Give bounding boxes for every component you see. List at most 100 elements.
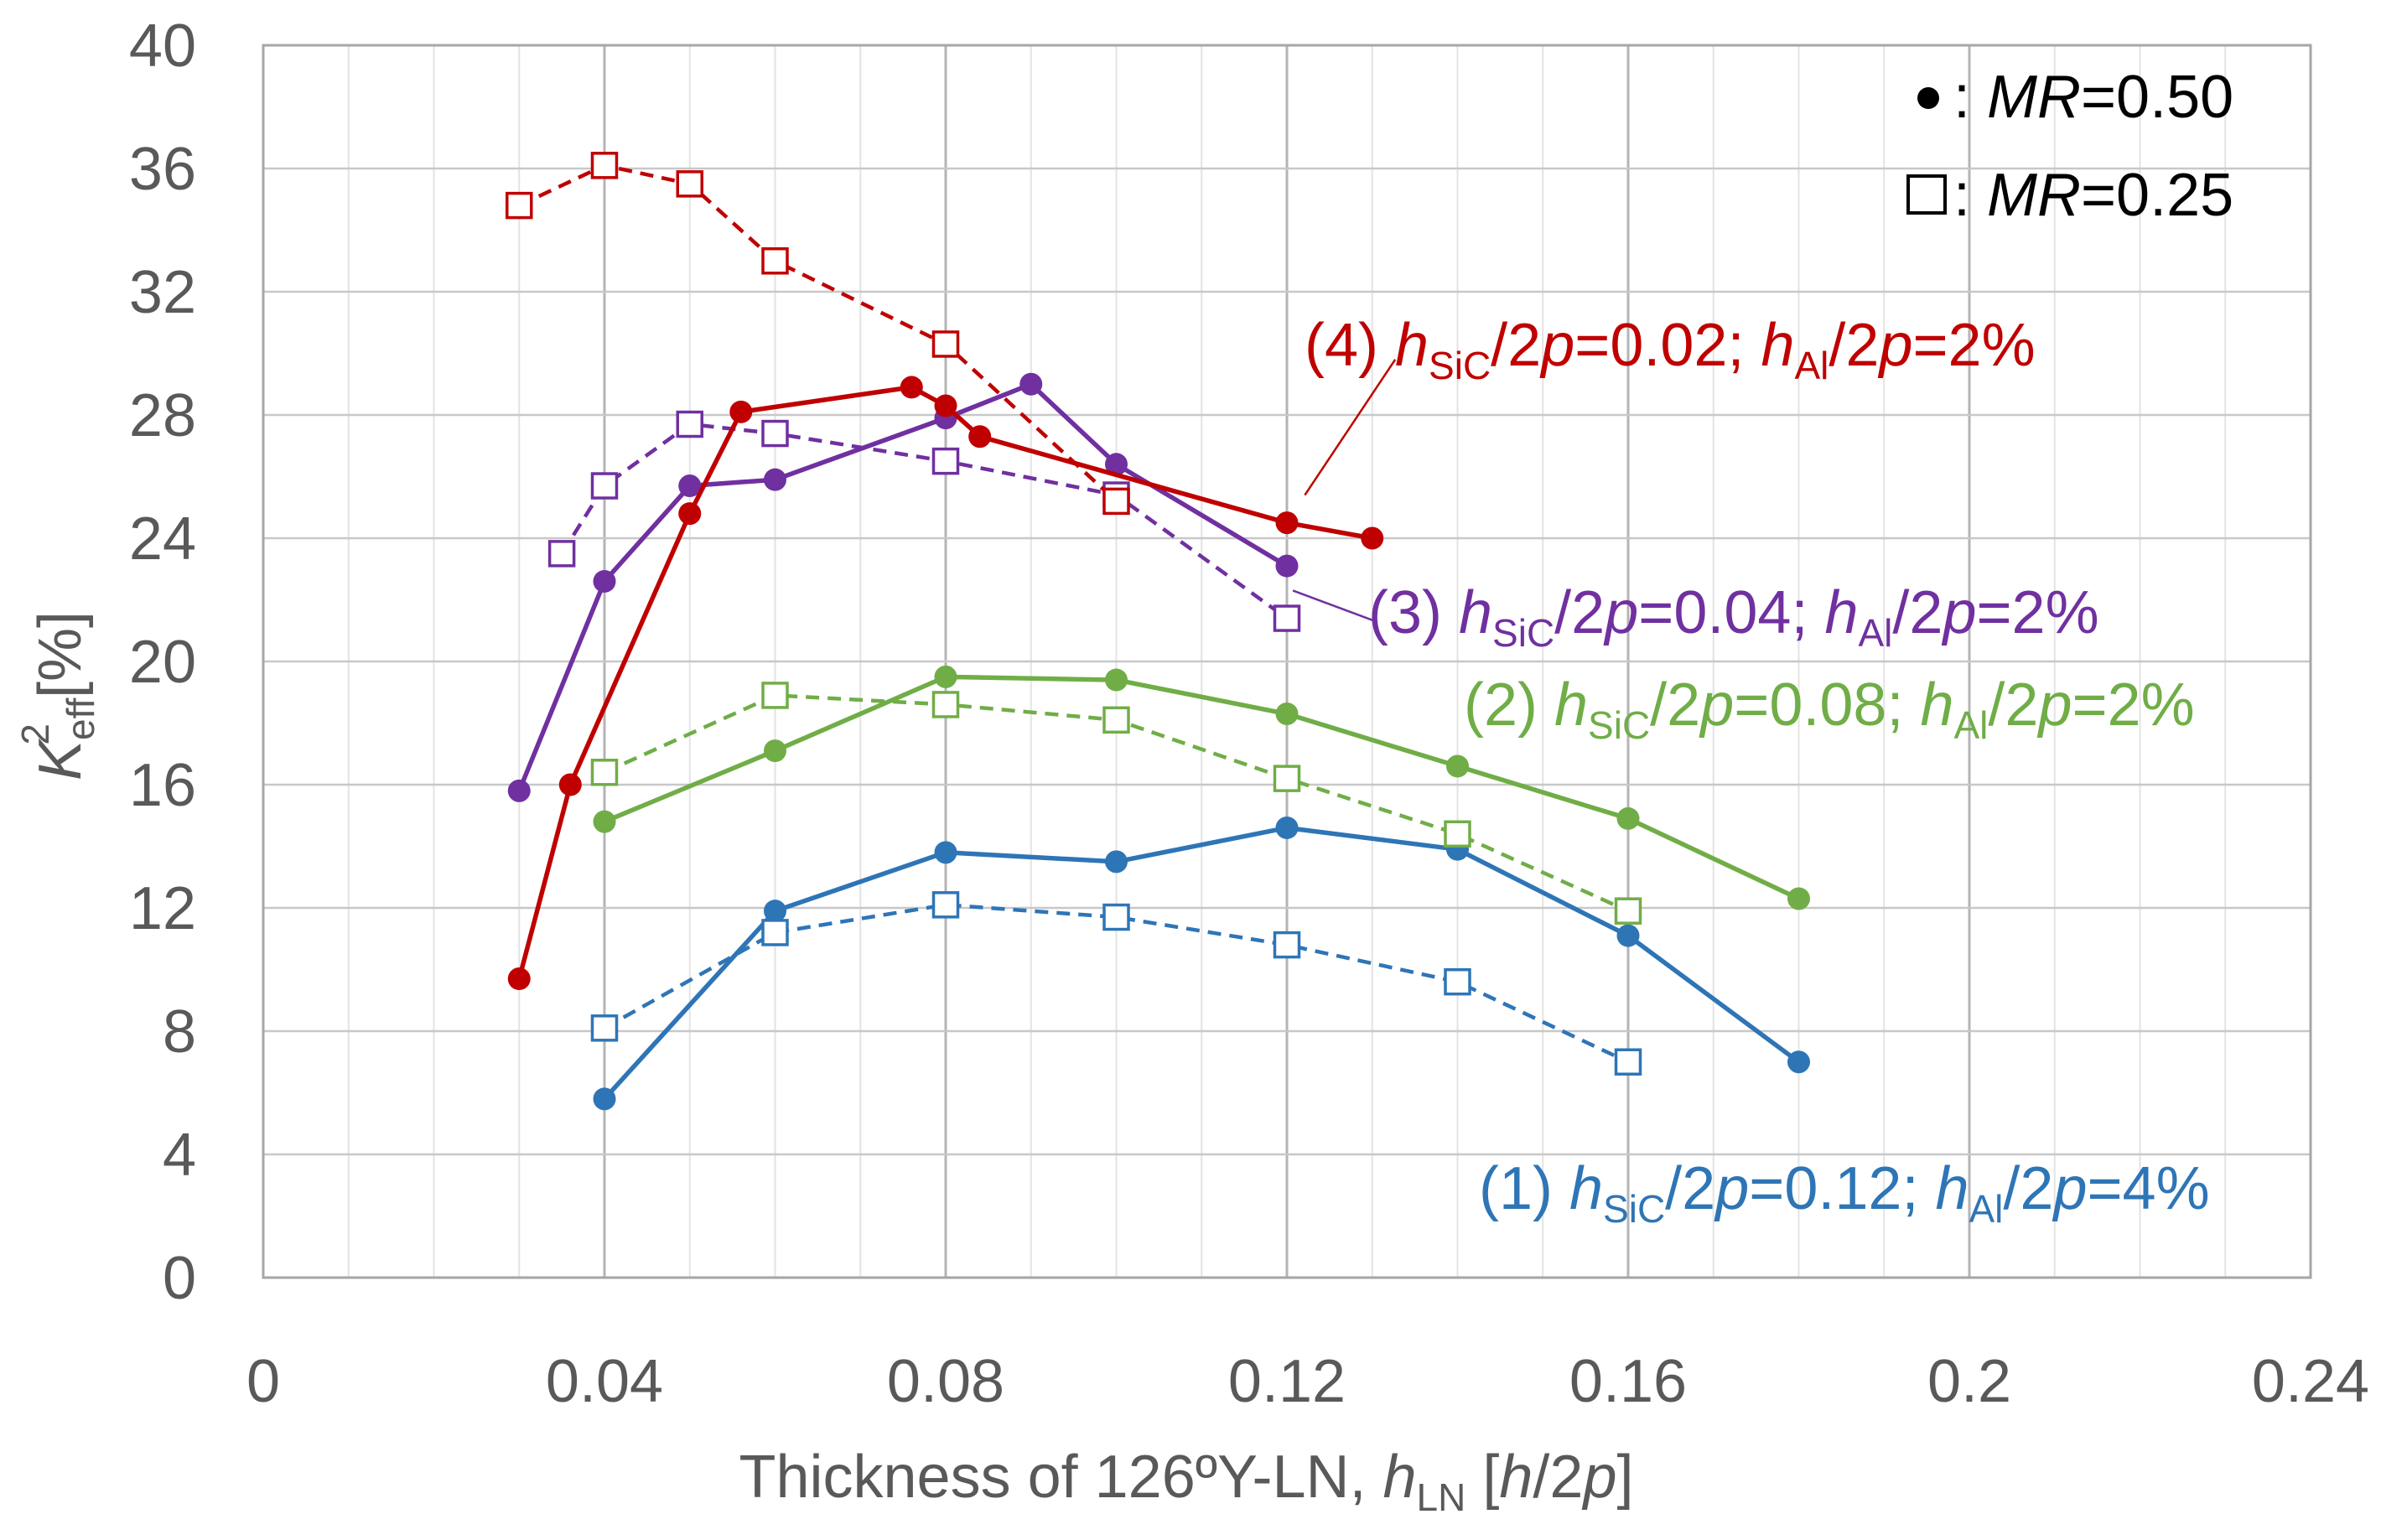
data-point-square: [1614, 1048, 1642, 1076]
data-point-circle: [1105, 668, 1128, 692]
data-point-circle: [1616, 924, 1640, 947]
series-1-dashed: [590, 891, 1642, 1076]
y-tick-label: 24: [129, 506, 196, 573]
data-point-square: [931, 891, 960, 919]
data-point-circle: [900, 376, 923, 399]
data-point-square: [547, 540, 576, 568]
x-tick-label: 0.04: [546, 1348, 663, 1415]
data-point-square: [676, 410, 703, 438]
data-point-circle: [1019, 372, 1043, 396]
data-point-circle: [764, 468, 786, 491]
y-tick-label: 0: [163, 1245, 196, 1312]
data-point-square: [1102, 487, 1130, 516]
legend-square-marker: [1906, 174, 1947, 215]
data-point-circle: [934, 841, 957, 864]
y-tick-label: 36: [129, 136, 196, 203]
y-tick-label: 4: [163, 1122, 196, 1189]
data-point-square: [1273, 931, 1301, 959]
annotation-2: (2) hSiC/2p=0.08; hAl/2p=2%: [1464, 671, 2195, 747]
series-2-solid: [593, 665, 1810, 910]
x-tick-label: 0.2: [1927, 1348, 2011, 1415]
y-axis-label: Keff2[%]: [13, 611, 102, 780]
data-point-circle: [764, 900, 786, 923]
data-point-square: [931, 447, 960, 475]
data-point-circle: [1616, 806, 1640, 830]
data-point-square: [1614, 897, 1642, 925]
x-axis-label: Thickness of 126ºY-LN, hLN [h/2p]: [739, 1444, 1633, 1519]
data-point-circle: [729, 400, 753, 423]
y-tick-label: 28: [129, 382, 196, 449]
data-point-circle: [507, 967, 531, 991]
annotation-1: (1) hSiC/2p=0.12; hAl/2p=4%: [1479, 1155, 2210, 1231]
data-point-circle: [1275, 702, 1299, 725]
data-point-circle: [678, 502, 702, 526]
series-2-dashed: [590, 682, 1642, 925]
data-point-circle: [968, 425, 992, 449]
x-tick-label: 0.12: [1228, 1348, 1346, 1415]
data-point-square: [590, 152, 619, 179]
y-tick-label: 8: [163, 998, 196, 1066]
data-point-square: [676, 170, 703, 198]
x-tick-label: 0.24: [2252, 1348, 2369, 1415]
series-1-solid-line: [602, 825, 1801, 1101]
x-tick-label: 0: [246, 1348, 280, 1415]
x-tick-labels: 0 0.04 0.08 0.12 0.16 0.2 0.24: [246, 1348, 2369, 1415]
data-point-circle: [593, 810, 616, 833]
data-point-circle: [1446, 754, 1469, 778]
series-2-solid-line: [603, 674, 1800, 901]
data-point-square: [1102, 706, 1130, 734]
data-point-circle: [678, 474, 702, 498]
data-series: [506, 152, 1810, 1111]
data-point-circle: [1361, 526, 1384, 550]
data-point-circle: [1105, 453, 1128, 476]
data-point-circle: [1787, 887, 1810, 910]
data-point-square: [1273, 604, 1301, 632]
y-tick-label: 40: [129, 13, 196, 80]
data-point-square: [761, 247, 789, 275]
series-1-solid: [593, 816, 1810, 1111]
y-tick-label: 20: [129, 629, 196, 696]
data-point-square: [931, 691, 960, 718]
data-point-circle: [1275, 554, 1299, 578]
x-tick-label: 0.16: [1569, 1348, 1687, 1415]
y-tick-label: 12: [129, 875, 196, 942]
series-4-solid: [507, 376, 1384, 991]
data-point-square: [761, 682, 789, 709]
x-tick-label: 0.08: [887, 1348, 1004, 1415]
data-point-circle: [1275, 511, 1299, 535]
y-tick-label: 32: [129, 259, 196, 326]
y-tick-labels: 0 4 8 12 16 20 24 28 32 36 40: [129, 13, 196, 1312]
data-point-circle: [507, 779, 531, 802]
data-point-square: [506, 191, 533, 220]
legend: : MR=0.50 : MR=0.25: [1906, 64, 2233, 229]
data-point-circle: [764, 739, 786, 763]
annotation-4: (4) hSiC/2p=0.02; hAl/2p=2%: [1305, 312, 2036, 387]
annotation-4-leader-line: [1304, 359, 1397, 496]
legend-entry-mr-025: : MR=0.25: [1953, 162, 2233, 229]
data-point-circle: [1787, 1050, 1810, 1074]
data-point-square: [590, 1014, 619, 1042]
y-tick-label: 16: [129, 752, 196, 819]
data-point-square: [1444, 967, 1471, 996]
data-point-circle: [593, 1087, 616, 1111]
legend-entry-mr-050: : MR=0.50: [1953, 64, 2233, 131]
data-point-circle: [1275, 816, 1299, 839]
data-point-circle: [934, 665, 957, 688]
annotation-3-leader-line: [1292, 589, 1377, 623]
data-point-square: [1444, 820, 1471, 848]
data-point-circle: [934, 394, 957, 417]
annotation-3: (3) hSiC/2p=0.04; hAl/2p=2%: [1368, 579, 2099, 655]
series-4-dashed: [506, 152, 1130, 516]
data-point-square: [590, 759, 619, 786]
data-point-square: [590, 472, 619, 500]
data-point-square: [761, 419, 789, 448]
data-point-circle: [593, 569, 616, 593]
data-point-square: [761, 919, 789, 946]
data-point-circle: [558, 773, 582, 796]
data-point-square: [1273, 765, 1301, 792]
legend-circle-marker: [1917, 87, 1939, 109]
plot-area-frame: [262, 44, 2312, 1279]
data-point-square: [931, 330, 960, 358]
